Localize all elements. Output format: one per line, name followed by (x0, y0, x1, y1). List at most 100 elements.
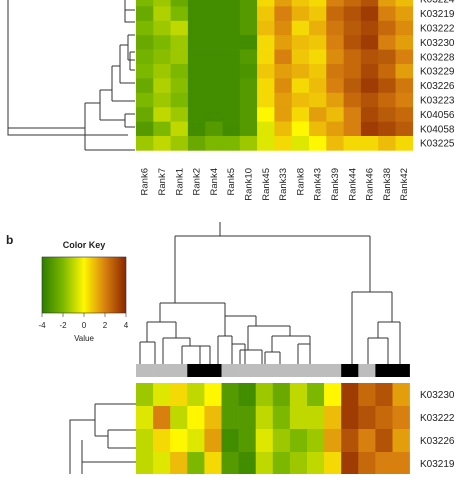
column-group-cell (272, 364, 291, 377)
heatmap-cell (187, 0, 206, 7)
heatmap-cell (257, 92, 275, 108)
heatmap-cell (136, 429, 154, 453)
dendro-a-branch (7, 0, 128, 136)
column-label: Rank33 (278, 168, 289, 201)
row-label: K03222 (420, 413, 455, 424)
heatmap-cell (170, 406, 188, 430)
heatmap-b-cells (136, 383, 410, 476)
heatmap-cell (378, 64, 396, 79)
heatmap-cell (395, 6, 414, 22)
heatmap-cell (360, 64, 379, 79)
heatmap-cell (360, 35, 379, 50)
row-label: K04058 (420, 124, 455, 135)
heatmap-cell (153, 107, 171, 122)
heatmap-cell (136, 92, 154, 108)
heatmap-cell (170, 78, 189, 94)
heatmap-cell (326, 64, 344, 79)
heatmap-cell (222, 107, 241, 122)
heatmap-cell (222, 64, 241, 79)
heatmap-cell (257, 64, 275, 79)
heatmap-cell (239, 78, 258, 94)
color-key-tick-label: -4 (38, 321, 46, 330)
dendro-b-branch (247, 325, 291, 350)
heatmap-cell (274, 6, 292, 22)
heatmap-cell (289, 406, 308, 430)
heatmap-cell (238, 383, 256, 407)
heatmap-b-row-dendrogram (69, 403, 136, 474)
heatmap-a-row-labels: K03224 K03219 K03222 K03230 K03228 K03229 K032… (420, 0, 455, 150)
heatmap-cell (307, 452, 325, 476)
column-group-cell (221, 364, 239, 377)
heatmap-cell (360, 20, 379, 36)
heatmap-b-column-dendrogram (139, 222, 401, 364)
dendro-b-branch (367, 337, 389, 364)
heatmap-cell (187, 35, 206, 50)
heatmap-cell (136, 20, 154, 36)
dendro-b-branch (174, 222, 371, 298)
heatmap-cell (239, 64, 258, 79)
row-label: K03229 (420, 67, 455, 78)
heatmap-cell (395, 20, 414, 36)
heatmap-cell (392, 429, 410, 453)
heatmap-cell (255, 406, 274, 430)
heatmap-cell (378, 6, 396, 22)
heatmap-cell (222, 35, 241, 50)
heatmap-cell (309, 35, 327, 50)
heatmap-cell (395, 64, 414, 79)
column-label: Rank10 (243, 168, 254, 201)
heatmap-cell (222, 78, 241, 94)
heatmap-cell (136, 383, 154, 407)
column-group-cell (307, 364, 325, 377)
heatmap-cell (358, 406, 376, 430)
heatmap-cell (238, 406, 256, 430)
heatmap-cell (291, 35, 310, 50)
heatmap-cell (274, 121, 292, 137)
heatmap-cell (360, 49, 379, 65)
heatmap-cell (221, 452, 239, 476)
heatmap-cell (170, 107, 189, 122)
heatmap-cell (153, 0, 171, 7)
heatmap-cell (341, 429, 359, 453)
heatmap-cell (291, 64, 310, 79)
heatmap-cell (395, 121, 414, 137)
heatmap-cell (395, 107, 414, 122)
heatmap-cell (343, 35, 362, 50)
heatmap-cell (341, 452, 359, 476)
heatmap-cell (378, 136, 396, 151)
heatmap-cell (187, 107, 206, 122)
heatmap-cell (395, 49, 414, 65)
column-group-cell (136, 364, 154, 377)
heatmap-cell (307, 406, 325, 430)
heatmap-cell (222, 20, 241, 36)
dendro-b-branch (217, 335, 246, 364)
column-group-cell (255, 364, 274, 377)
heatmap-cell (239, 20, 258, 36)
row-label: K03223 (420, 96, 455, 107)
heatmap-cell (205, 92, 223, 108)
heatmap-cell (221, 429, 239, 453)
heatmap-cell (239, 49, 258, 65)
heatmap-cell (187, 78, 206, 94)
heatmap-cell (136, 6, 154, 22)
color-key-gradient (41, 256, 127, 314)
heatmap-cell (309, 6, 327, 22)
heatmap-cell (274, 20, 292, 36)
heatmap-cell (136, 35, 154, 50)
heatmap-cell (238, 452, 256, 476)
heatmap-cell (255, 383, 274, 407)
heatmap-cell (204, 429, 222, 453)
heatmap-cell (343, 78, 362, 94)
column-group-cell (204, 364, 222, 377)
heatmap-cell (239, 6, 258, 22)
heatmap-cell (221, 406, 239, 430)
heatmap-cell (153, 429, 171, 453)
color-key-tick-label: 0 (82, 321, 87, 330)
heatmap-cell (272, 406, 291, 430)
heatmap-cell (272, 452, 291, 476)
heatmap-cell (187, 406, 205, 430)
heatmap-cell (187, 20, 206, 36)
heatmap-cell (291, 92, 310, 108)
panel-label-b: b (6, 233, 13, 247)
column-label: Rank6 (140, 168, 151, 195)
heatmap-cell (274, 78, 292, 94)
